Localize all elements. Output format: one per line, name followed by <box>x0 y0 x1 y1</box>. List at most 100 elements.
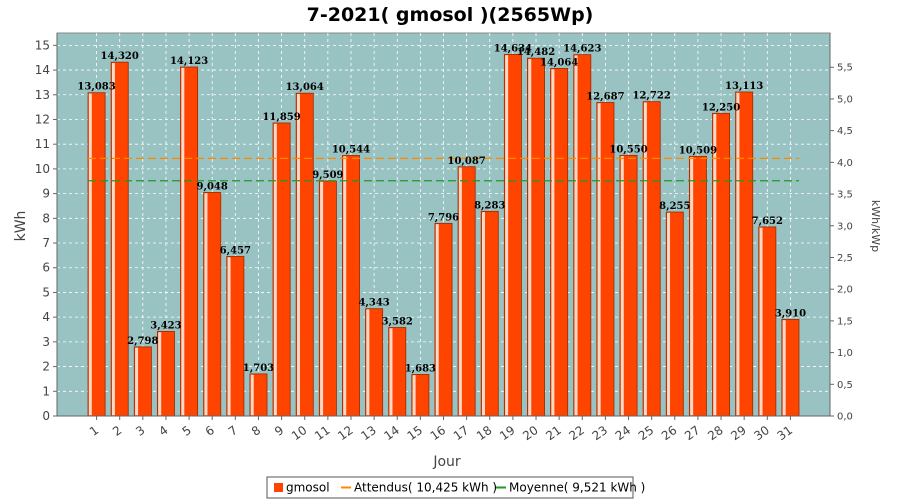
x-tick-label: 7 <box>226 423 240 439</box>
x-tick-label: 2 <box>110 423 124 439</box>
value-label-day-14: 3,582 <box>382 316 413 327</box>
y2-axis-label: kWh/kWp <box>869 200 882 252</box>
x-tick-label: 11 <box>312 423 333 443</box>
value-label-day-9: 11,859 <box>262 112 300 123</box>
bars <box>87 53 800 417</box>
bar-highlight <box>505 55 509 416</box>
x-tick-label: 5 <box>180 423 194 439</box>
bar-day-20 <box>527 57 545 417</box>
y2-tick-label: 0,5 <box>837 380 853 391</box>
x-tick-label: 30 <box>751 423 772 443</box>
y-tick-label: 8 <box>42 211 50 225</box>
bar-highlight <box>412 375 416 416</box>
bar-day-24 <box>619 154 638 417</box>
y-tick-label: 0 <box>42 409 50 423</box>
x-tick-label: 9 <box>272 423 286 439</box>
y2-tick-label: 4,5 <box>837 126 853 137</box>
y-tick-label: 14 <box>35 63 50 77</box>
bar-highlight <box>135 347 139 416</box>
y2-tick-label: 1,0 <box>837 348 853 359</box>
chart-title: 7-2021( gmosol )(2565Wp) <box>307 4 594 26</box>
y-tick-label: 15 <box>35 38 50 52</box>
bar-highlight <box>181 67 185 416</box>
bar-day-14 <box>388 327 407 417</box>
bar-highlight <box>759 227 763 416</box>
x-tick-label: 25 <box>636 423 657 443</box>
x-tick-label: 15 <box>405 423 426 443</box>
bar-highlight <box>458 167 462 416</box>
y2-tick-label: 1,5 <box>837 316 853 327</box>
y2-tick-label: 2,5 <box>837 253 853 264</box>
x-tick-label: 1 <box>87 423 101 439</box>
bar-highlight <box>528 58 532 416</box>
bar-highlight <box>88 93 92 416</box>
value-label-day-30: 7,652 <box>752 216 783 227</box>
x-tick-label: 29 <box>728 423 749 443</box>
y-tick-label: 7 <box>42 236 50 250</box>
y2-tick-label: 4,0 <box>837 158 853 169</box>
y-tick-label: 13 <box>35 88 50 102</box>
bar-highlight <box>389 328 393 416</box>
bar-highlight <box>643 102 647 416</box>
x-tick-label: 20 <box>520 423 541 443</box>
legend-label-gmosol: gmosol <box>286 481 330 495</box>
x-tick-label: 28 <box>705 423 726 443</box>
bar-highlight <box>782 320 786 416</box>
bar-highlight <box>366 309 370 416</box>
x-tick-label: 26 <box>659 423 680 443</box>
bar-highlight <box>435 224 439 416</box>
bar-day-17 <box>457 166 476 417</box>
bar-highlight <box>713 114 717 416</box>
value-label-day-22: 14,623 <box>563 44 601 55</box>
x-tick-label: 17 <box>451 423 472 443</box>
bar-day-5 <box>180 66 199 417</box>
bar-day-27 <box>688 155 707 417</box>
value-label-day-25: 12,722 <box>633 91 671 102</box>
bar-highlight <box>736 92 740 416</box>
value-label-day-10: 13,064 <box>286 82 324 93</box>
x-tick-label: 16 <box>428 423 449 443</box>
value-labels: 13,083 14,320 2,798 3,423 14,123 9,048 6,457 1,… <box>77 43 806 374</box>
value-label-day-18: 8,283 <box>474 200 505 211</box>
y-tick-label: 4 <box>42 310 50 324</box>
legend-swatch-gmosol <box>274 483 283 492</box>
bar-day-3 <box>133 346 152 417</box>
value-label-day-20: 14,482 <box>517 47 555 58</box>
bar-day-13 <box>365 308 384 417</box>
bar-day-1 <box>87 92 106 417</box>
value-label-day-24: 10,550 <box>609 144 647 155</box>
x-axis: 1 2 3 4 5 6 7 8 9 10 11 12 13 14 15 16 17 18 19 20 21 22 23 24 2… <box>57 415 830 443</box>
bar-day-9 <box>272 122 291 417</box>
bar-day-12 <box>342 155 360 417</box>
x-tick-label: 23 <box>590 423 611 443</box>
y2-axis: 0,0 0,5 1,0 1,5 2,0 2,5 3,0 3,5 4,0 4,5 5,0 5,5 <box>829 33 853 423</box>
value-label-day-8: 1,703 <box>243 363 274 374</box>
bar-day-19 <box>503 53 522 417</box>
y2-tick-label: 2,0 <box>837 285 853 296</box>
bar-day-8 <box>249 373 268 417</box>
bar-day-26 <box>665 211 684 417</box>
bar-highlight <box>482 212 486 416</box>
value-label-day-6: 9,048 <box>197 181 228 192</box>
bar-day-18 <box>480 210 499 417</box>
x-tick-label: 4 <box>156 423 170 439</box>
x-tick-label: 10 <box>289 423 310 443</box>
bar-day-4 <box>156 331 175 417</box>
value-label-day-27: 10,509 <box>679 145 717 156</box>
legend-box <box>266 476 634 499</box>
bar-highlight <box>320 181 324 416</box>
y2-tick-label: 0,0 <box>837 412 853 423</box>
bar-day-11 <box>318 180 337 417</box>
x-tick-label: 22 <box>566 423 587 443</box>
bar-day-21 <box>550 68 569 417</box>
legend: gmosol Attendus( 10,425 kWh ) Moyenne( 9,5… <box>266 476 645 499</box>
y-tick-label: 12 <box>35 112 50 126</box>
value-label-day-12: 10,544 <box>332 144 370 155</box>
bar-day-15 <box>411 374 430 417</box>
bar-highlight <box>204 193 208 416</box>
x-tick-label: 14 <box>381 423 402 443</box>
y-tick-label: 3 <box>42 335 50 349</box>
